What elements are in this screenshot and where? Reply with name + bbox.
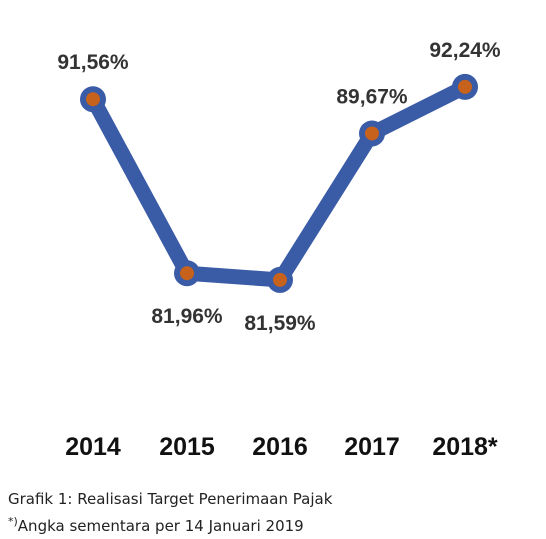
chart-caption-note: *)Angka sementara per 14 Januari 2019 — [8, 515, 304, 535]
data-point-2018* — [458, 79, 472, 94]
x-tick-label-2017: 2017 — [344, 433, 400, 461]
data-label-2016: 81,59% — [244, 312, 316, 335]
x-tick-label-2015: 2015 — [159, 433, 215, 461]
data-label-2015: 81,96% — [151, 305, 223, 328]
data-point-2014 — [86, 92, 100, 107]
series-line-layer — [85, 79, 473, 288]
x-axis-tick-layer: 2014 2015 2016 2017 2018* — [65, 433, 498, 461]
data-point-layer — [80, 73, 478, 293]
x-tick-label-2014: 2014 — [65, 433, 121, 461]
x-tick-label-2018*: 2018* — [432, 433, 498, 461]
data-label-layer: 91,56% 81,96% 81,59% 89,67% 92,24% — [57, 39, 501, 335]
data-point-2017 — [365, 126, 379, 141]
data-label-2017: 89,67% — [336, 85, 408, 108]
footnote-text: Angka sementara per 14 Januari 2019 — [17, 517, 304, 535]
footnote-mark: *) — [8, 515, 18, 528]
data-point-2016 — [273, 272, 287, 287]
data-point-2015 — [180, 266, 194, 281]
data-label-2018*: 92,24% — [429, 39, 501, 62]
x-tick-label-2016: 2016 — [252, 433, 308, 461]
chart-caption-title: Grafik 1: Realisasi Target Penerimaan Pa… — [8, 490, 333, 508]
data-label-2014: 91,56% — [57, 51, 129, 74]
line-chart: 91,56%81,96% 81,59%89,67%92,24% 2014 2015 2… — [57, 39, 501, 461]
series-line — [85, 79, 473, 288]
